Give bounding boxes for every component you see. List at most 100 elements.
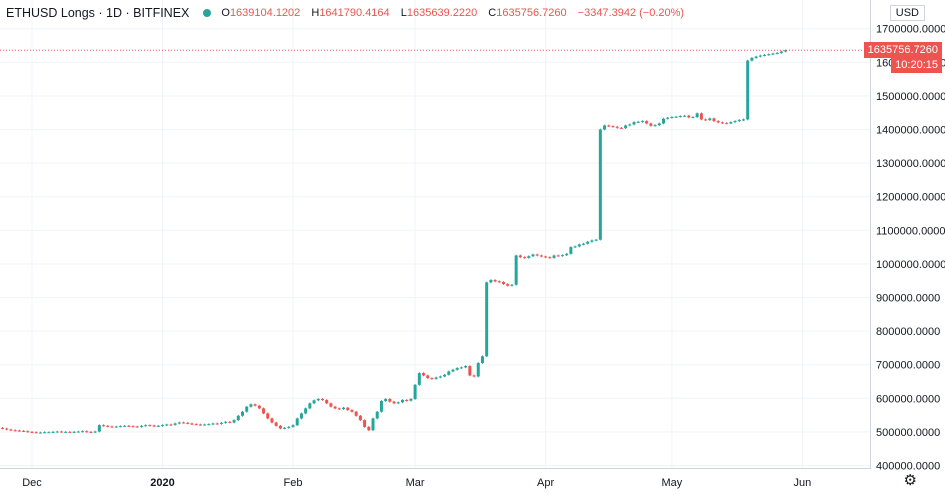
candle-body xyxy=(666,117,670,119)
candle-body xyxy=(278,425,282,429)
candle xyxy=(514,254,518,286)
candle xyxy=(640,120,644,123)
candle-body xyxy=(662,118,665,124)
chart-legend: ETHUSD Longs · 1D · BITFINEX O1639104.12… xyxy=(6,6,688,20)
candle xyxy=(283,427,287,430)
candle xyxy=(81,430,85,433)
candle xyxy=(476,362,480,378)
candle-body xyxy=(30,431,34,433)
candle-body xyxy=(76,431,80,433)
candle xyxy=(262,407,266,415)
candle xyxy=(22,430,26,433)
candle-body xyxy=(657,123,661,126)
candle-body xyxy=(106,425,110,427)
candle xyxy=(228,420,232,424)
candle-body xyxy=(569,247,573,254)
candle-body xyxy=(468,366,472,376)
candle xyxy=(215,422,219,425)
candle xyxy=(392,400,396,405)
candle-body xyxy=(316,398,320,401)
candle-body xyxy=(527,256,531,258)
candle-body xyxy=(270,418,274,423)
candle xyxy=(85,430,89,433)
candle-body xyxy=(371,418,375,431)
candle-body xyxy=(9,429,13,431)
candle xyxy=(59,430,63,433)
gear-icon[interactable]: ⚙ xyxy=(903,472,917,489)
candle-body xyxy=(447,371,451,375)
candle xyxy=(712,117,716,122)
candle-body xyxy=(645,121,649,124)
candle-body xyxy=(161,425,165,427)
candle xyxy=(388,398,392,403)
candle xyxy=(691,116,695,119)
candle-body xyxy=(611,126,615,128)
candle-body xyxy=(426,375,430,379)
candle-body xyxy=(737,120,741,122)
candle xyxy=(358,414,362,421)
y-tick-label: 500000.0000 xyxy=(876,427,940,439)
candle-body xyxy=(771,53,775,55)
candle-body xyxy=(274,422,278,426)
legend-close: 1635756.7260 xyxy=(496,7,567,19)
candle-body xyxy=(22,430,26,432)
candle xyxy=(110,425,114,428)
candle-body xyxy=(320,398,324,400)
candle-body xyxy=(691,117,695,119)
candle-body xyxy=(89,431,93,433)
candle xyxy=(493,279,497,283)
candle xyxy=(325,399,329,405)
candle xyxy=(518,254,522,259)
candle xyxy=(76,430,80,433)
y-tick-label: 600000.0000 xyxy=(876,393,940,405)
candle xyxy=(573,245,577,248)
candle-body xyxy=(118,426,122,428)
candle-body xyxy=(5,428,9,430)
candle xyxy=(266,412,270,420)
candle xyxy=(55,430,59,433)
candle xyxy=(560,254,564,257)
candle xyxy=(480,355,484,364)
candle xyxy=(329,402,333,408)
candle-body xyxy=(131,426,135,428)
candle-body xyxy=(1,427,5,429)
candle xyxy=(632,121,636,126)
candle-body xyxy=(43,432,47,434)
candle xyxy=(678,115,682,118)
candle xyxy=(746,59,750,121)
candle-body xyxy=(430,378,434,380)
candle xyxy=(443,373,447,378)
candle-body xyxy=(729,122,733,124)
candle xyxy=(763,54,767,57)
candle-body xyxy=(594,239,598,241)
candle xyxy=(733,120,737,123)
candle-body xyxy=(628,124,632,126)
candle-body xyxy=(186,422,190,424)
candle xyxy=(26,430,30,433)
candle xyxy=(320,398,324,401)
candle-body xyxy=(182,422,186,424)
candle-body xyxy=(392,401,396,404)
candle xyxy=(695,112,699,118)
candle xyxy=(257,404,261,410)
candle-body xyxy=(725,123,729,125)
candle-body xyxy=(363,420,367,427)
candle-body xyxy=(139,425,143,427)
candle xyxy=(396,401,400,405)
x-tick-label: Feb xyxy=(284,477,303,489)
candle-body xyxy=(649,123,653,126)
candle xyxy=(278,425,282,430)
candle xyxy=(224,420,228,424)
candle xyxy=(590,239,594,243)
candle xyxy=(619,126,623,129)
candle-body xyxy=(358,415,362,421)
y-tick-label: 1100000.0000 xyxy=(876,225,945,237)
candle xyxy=(544,255,548,259)
candle xyxy=(93,430,97,434)
candle-body xyxy=(619,127,623,129)
candle-body xyxy=(678,116,682,118)
candle-body xyxy=(211,423,215,425)
currency-label[interactable]: USD xyxy=(889,5,925,21)
